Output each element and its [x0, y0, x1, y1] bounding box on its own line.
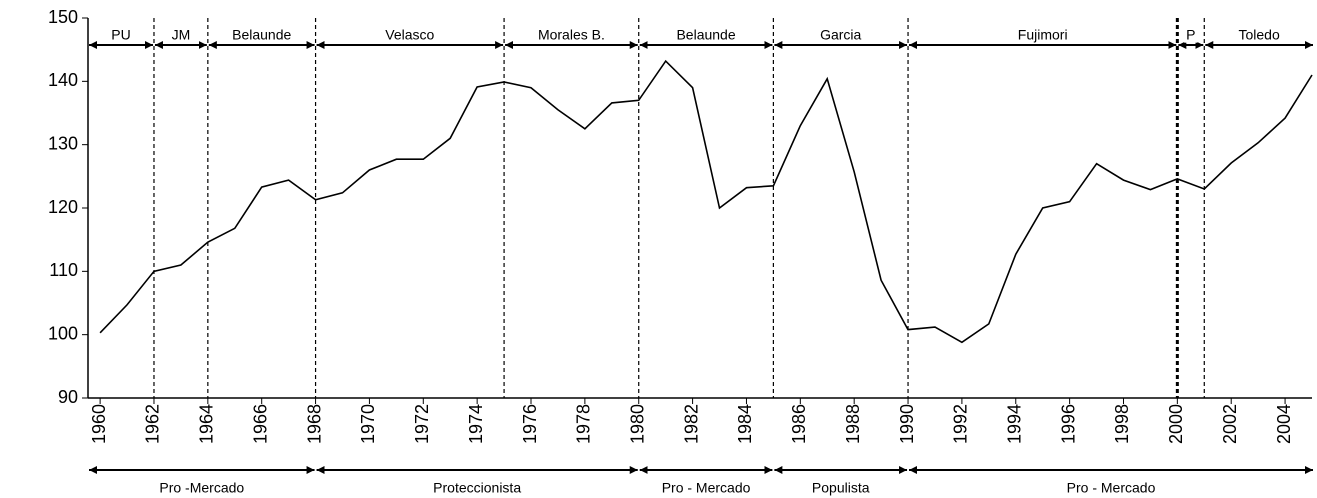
- bottom-period-label: Proteccionista: [433, 480, 521, 496]
- bottom-period-label: Pro - Mercado: [1067, 480, 1156, 496]
- x-tick-label: 1968: [304, 404, 324, 444]
- label-bg: [1236, 26, 1282, 43]
- y-tick-label: 150: [48, 7, 78, 27]
- top-period-label: Toledo: [1239, 27, 1280, 43]
- x-tick-label: 1986: [789, 404, 809, 444]
- y-tick-label: 90: [58, 387, 78, 407]
- label-bg: [674, 26, 738, 43]
- bottom-period-label: Pro -Mercado: [159, 480, 244, 496]
- top-period-label: JM: [172, 27, 191, 43]
- label-bg: [535, 26, 607, 43]
- x-tick-label: 1966: [250, 404, 270, 444]
- y-tick-label: 140: [48, 70, 78, 90]
- bottom-period-label: Pro - Mercado: [662, 480, 751, 496]
- top-period-label: Morales B.: [538, 27, 605, 43]
- x-tick-label: 1960: [89, 404, 109, 444]
- x-tick-label: 1964: [197, 404, 217, 444]
- x-tick-label: 1972: [412, 404, 432, 444]
- y-tick-label: 110: [49, 260, 78, 280]
- x-tick-label: 2004: [1274, 404, 1294, 444]
- x-tick-label: 1992: [951, 404, 971, 444]
- x-tick-label: 1962: [143, 404, 163, 444]
- x-tick-label: 1990: [897, 404, 917, 444]
- y-tick-label: 100: [48, 323, 78, 343]
- x-tick-label: 1970: [358, 404, 378, 444]
- x-tick-label: 1998: [1112, 404, 1132, 444]
- label-bg: [1015, 26, 1070, 43]
- x-tick-label: 2000: [1166, 404, 1186, 444]
- x-tick-label: 1984: [735, 404, 755, 444]
- x-tick-label: 1978: [574, 404, 594, 444]
- label-bg: [169, 26, 193, 43]
- x-tick-label: 2002: [1220, 404, 1240, 444]
- top-period-label: Belaunde: [676, 27, 735, 43]
- label-bg: [109, 26, 133, 43]
- y-tick-label: 130: [48, 133, 78, 153]
- x-tick-label: 1996: [1058, 404, 1078, 444]
- data-line: [99, 59, 1313, 344]
- bottom-period-label: Populista: [812, 480, 870, 496]
- top-period-label: Garcia: [820, 27, 861, 43]
- top-period-label: PU: [111, 27, 130, 43]
- top-period-label: P: [1186, 27, 1195, 43]
- x-tick-label: 1980: [627, 404, 647, 444]
- x-tick-label: 1982: [681, 404, 701, 444]
- top-period-label: Velasco: [385, 27, 434, 43]
- label-bg: [818, 26, 864, 43]
- top-period-label: Fujimori: [1018, 27, 1068, 43]
- x-tick-label: 1974: [466, 404, 486, 444]
- label-bg: [383, 26, 437, 43]
- x-tick-label: 1994: [1005, 404, 1025, 444]
- top-period-label: Belaunde: [232, 27, 291, 43]
- y-tick-label: 120: [48, 197, 78, 217]
- label-bg: [1184, 26, 1198, 43]
- x-tick-label: 1976: [520, 404, 540, 444]
- label-bg: [230, 26, 294, 43]
- x-tick-label: 1988: [843, 404, 863, 444]
